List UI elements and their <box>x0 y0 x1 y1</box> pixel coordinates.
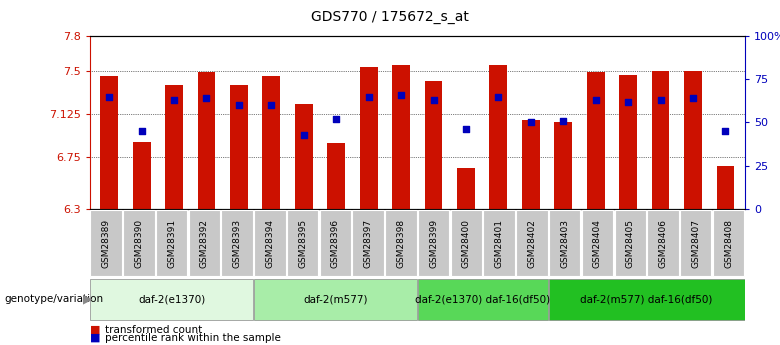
Bar <box>197 72 215 209</box>
Bar <box>417 279 548 320</box>
Text: GSM28391: GSM28391 <box>167 219 176 268</box>
Text: GSM28404: GSM28404 <box>593 219 602 268</box>
Text: ■: ■ <box>90 333 100 343</box>
Text: ▶: ▶ <box>83 293 93 306</box>
Point <box>232 102 245 108</box>
Bar <box>90 279 254 320</box>
Point <box>265 102 278 108</box>
Bar <box>549 210 580 276</box>
Text: daf-2(e1370): daf-2(e1370) <box>138 294 205 304</box>
Bar <box>222 210 253 276</box>
Bar <box>230 85 248 209</box>
Bar <box>392 65 410 209</box>
Text: GSM28399: GSM28399 <box>429 219 438 268</box>
Bar <box>490 65 507 209</box>
Text: percentile rank within the sample: percentile rank within the sample <box>105 333 281 343</box>
Text: GSM28405: GSM28405 <box>626 219 635 268</box>
Point <box>590 97 602 103</box>
Bar <box>385 210 417 276</box>
Point <box>330 116 342 122</box>
Text: GSM28394: GSM28394 <box>265 219 275 268</box>
Text: GSM28407: GSM28407 <box>691 219 700 268</box>
Bar <box>717 166 734 209</box>
Bar <box>353 210 384 276</box>
Point <box>395 92 407 98</box>
Text: GSM28398: GSM28398 <box>396 219 406 268</box>
Bar <box>587 72 604 209</box>
Bar <box>254 279 417 320</box>
Point <box>103 94 115 99</box>
Bar <box>516 210 548 276</box>
Bar <box>295 104 313 209</box>
Bar <box>548 279 745 320</box>
Bar <box>101 77 118 209</box>
Text: GDS770 / 175672_s_at: GDS770 / 175672_s_at <box>311 10 469 24</box>
Point <box>136 128 148 134</box>
Text: daf-2(m577) daf-16(df50): daf-2(m577) daf-16(df50) <box>580 294 713 304</box>
Point <box>492 94 505 99</box>
Point <box>622 99 634 105</box>
Text: GSM28390: GSM28390 <box>134 219 144 268</box>
Bar <box>328 143 345 209</box>
Text: GSM28395: GSM28395 <box>298 219 307 268</box>
Text: GSM28389: GSM28389 <box>101 219 111 268</box>
Text: GSM28393: GSM28393 <box>232 219 242 268</box>
Bar <box>156 210 187 276</box>
Point <box>168 97 180 103</box>
Text: daf-2(m577): daf-2(m577) <box>303 294 367 304</box>
Text: GSM28406: GSM28406 <box>658 219 668 268</box>
Bar <box>451 210 482 276</box>
Bar <box>713 210 744 276</box>
Text: GSM28403: GSM28403 <box>560 219 569 268</box>
Text: GSM28396: GSM28396 <box>331 219 340 268</box>
Bar <box>555 122 573 209</box>
Bar <box>424 81 442 209</box>
Bar <box>189 210 220 276</box>
Point <box>363 94 375 99</box>
Bar <box>680 210 711 276</box>
Point <box>719 128 732 134</box>
Bar <box>254 210 285 276</box>
Bar <box>619 75 637 209</box>
Text: genotype/variation: genotype/variation <box>4 294 103 304</box>
Text: GSM28392: GSM28392 <box>200 219 209 268</box>
Point <box>525 120 537 125</box>
Bar <box>320 210 351 276</box>
Bar <box>684 71 702 209</box>
Bar <box>484 210 515 276</box>
Text: transformed count: transformed count <box>105 325 203 335</box>
Bar <box>457 168 475 209</box>
Bar <box>582 210 613 276</box>
Point <box>686 96 699 101</box>
Bar <box>418 210 449 276</box>
Bar <box>651 71 669 209</box>
Bar <box>615 210 646 276</box>
Text: GSM28402: GSM28402 <box>527 219 537 268</box>
Bar <box>647 210 679 276</box>
Point <box>297 132 310 137</box>
Bar <box>123 210 154 276</box>
Text: GSM28400: GSM28400 <box>462 219 471 268</box>
Point <box>427 97 440 103</box>
Point <box>459 127 472 132</box>
Text: GSM28397: GSM28397 <box>363 219 373 268</box>
Point <box>557 118 569 124</box>
Point <box>200 96 213 101</box>
Bar <box>90 210 122 276</box>
Bar <box>262 77 280 209</box>
Bar <box>522 120 540 209</box>
Bar <box>360 67 378 209</box>
Text: GSM28401: GSM28401 <box>495 219 504 268</box>
Point <box>654 97 667 103</box>
Bar <box>287 210 318 276</box>
Text: daf-2(e1370) daf-16(df50): daf-2(e1370) daf-16(df50) <box>415 294 551 304</box>
Text: ■: ■ <box>90 325 100 335</box>
Bar <box>165 85 183 209</box>
Text: GSM28408: GSM28408 <box>724 219 733 268</box>
Bar <box>133 142 151 209</box>
